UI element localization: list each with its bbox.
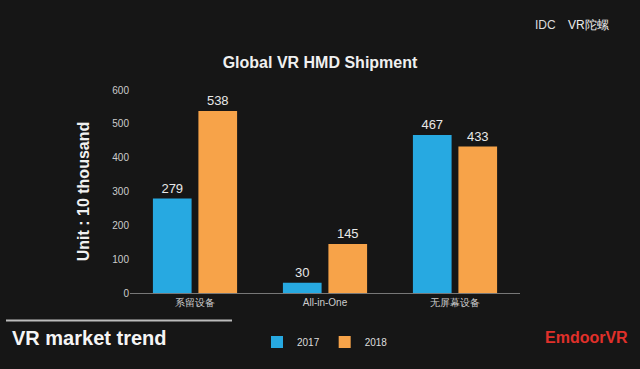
- svg-text:All-in-One: All-in-One: [303, 297, 348, 308]
- svg-text:600: 600: [112, 85, 129, 96]
- svg-text:2017: 2017: [297, 337, 320, 348]
- svg-text:538: 538: [207, 93, 229, 108]
- svg-text:EmdoorVR: EmdoorVR: [545, 329, 628, 346]
- svg-text:500: 500: [112, 118, 129, 129]
- svg-text:0: 0: [123, 288, 129, 299]
- svg-text:279: 279: [161, 181, 183, 196]
- svg-text:200: 200: [112, 220, 129, 231]
- svg-text:100: 100: [112, 254, 129, 265]
- svg-text:145: 145: [337, 226, 359, 241]
- svg-text:467: 467: [421, 117, 443, 132]
- svg-text:433: 433: [467, 129, 489, 144]
- svg-text:VR陀螺: VR陀螺: [568, 18, 609, 32]
- svg-text:IDC: IDC: [535, 18, 556, 32]
- svg-text:400: 400: [112, 152, 129, 163]
- svg-text:Global VR HMD Shipment: Global VR HMD Shipment: [223, 54, 418, 71]
- svg-text:2018: 2018: [365, 337, 388, 348]
- svg-text:系留设备: 系留设备: [175, 297, 215, 308]
- svg-text:VR market trend: VR market trend: [12, 327, 167, 349]
- svg-text:无屏幕设备: 无屏幕设备: [430, 297, 480, 308]
- svg-text:30: 30: [295, 265, 309, 280]
- svg-text:Unit : 10 thousand: Unit : 10 thousand: [75, 122, 92, 262]
- svg-text:300: 300: [112, 186, 129, 197]
